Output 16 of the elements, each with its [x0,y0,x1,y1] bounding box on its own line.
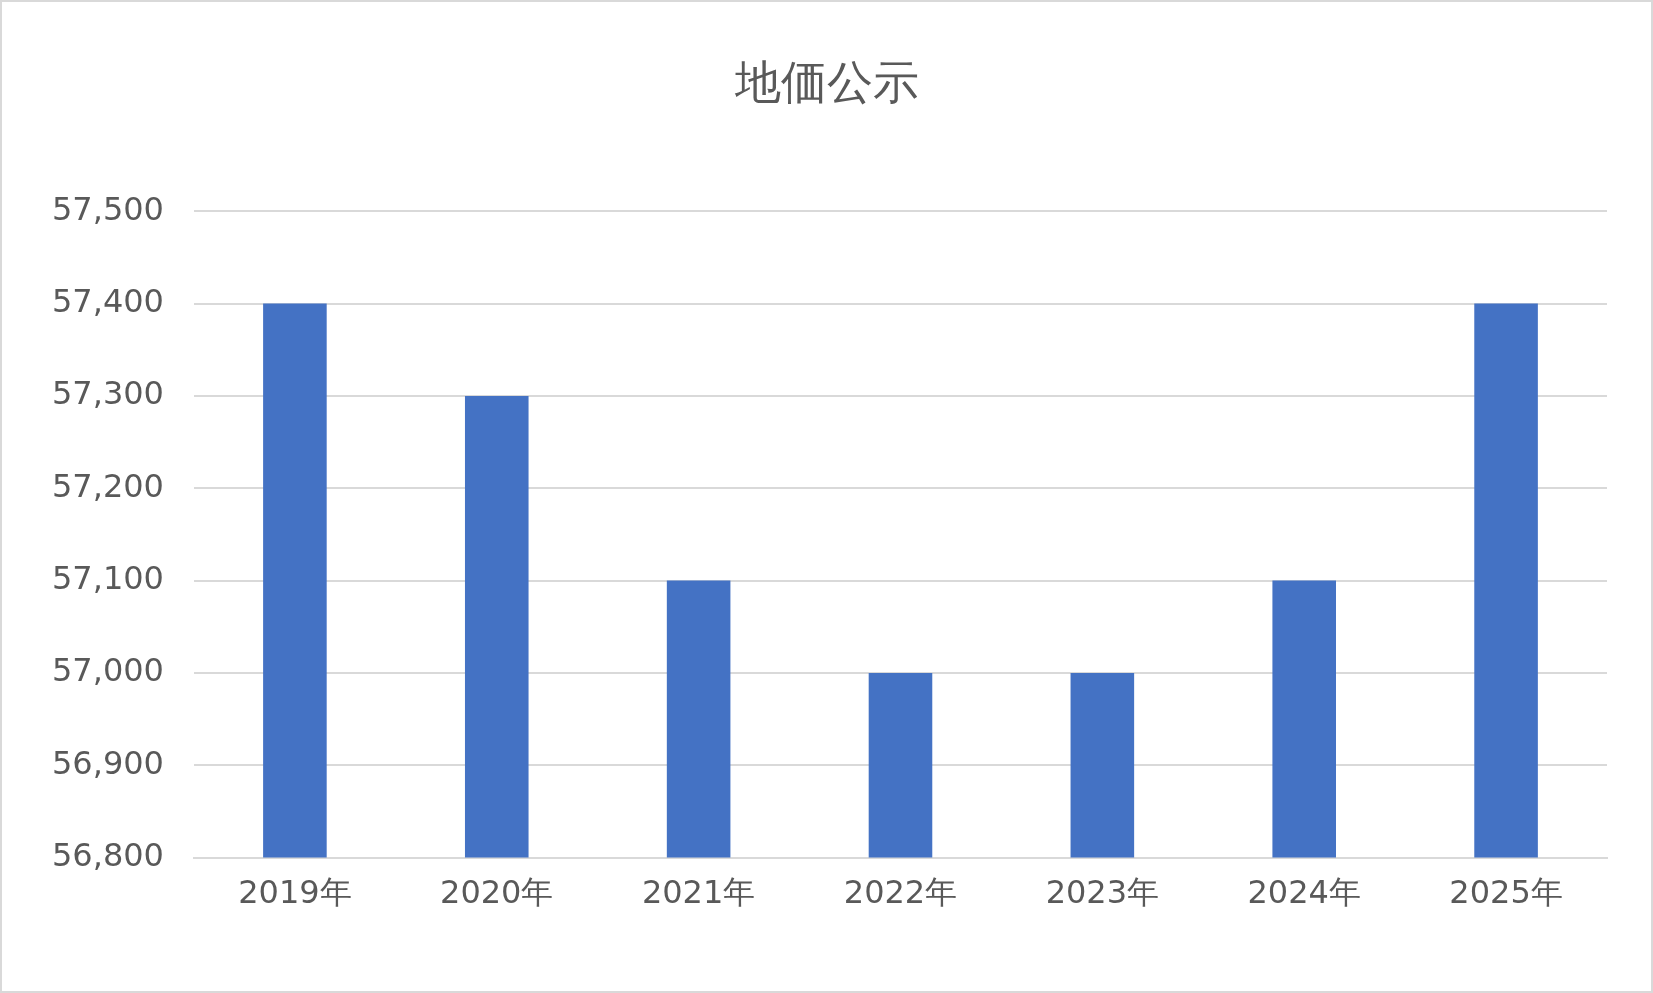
x-tick-label: 2019年 [238,873,352,912]
x-tick-label: 2021年 [641,873,756,912]
y-tick-label: 56,800 [52,835,164,874]
y-tick-label: 57,100 [52,558,164,597]
y-tick-label: 57,300 [52,374,164,413]
x-tick-label: 2020年 [440,873,554,912]
x-tick-label: 2022年 [843,873,958,912]
y-tick-label: 56,900 [52,743,164,782]
x-tick-label: 2025年 [1449,873,1563,912]
y-tick-label: 57,000 [52,651,164,690]
x-tick-label: 2024年 [1247,873,1361,912]
chart-title: 地価公示 [733,54,920,111]
y-tick-label: 57,400 [52,281,164,320]
y-tick-label: 57,500 [52,189,164,228]
x-tick-label: 2023年 [1045,873,1160,912]
y-tick-label: 57,200 [52,466,164,505]
